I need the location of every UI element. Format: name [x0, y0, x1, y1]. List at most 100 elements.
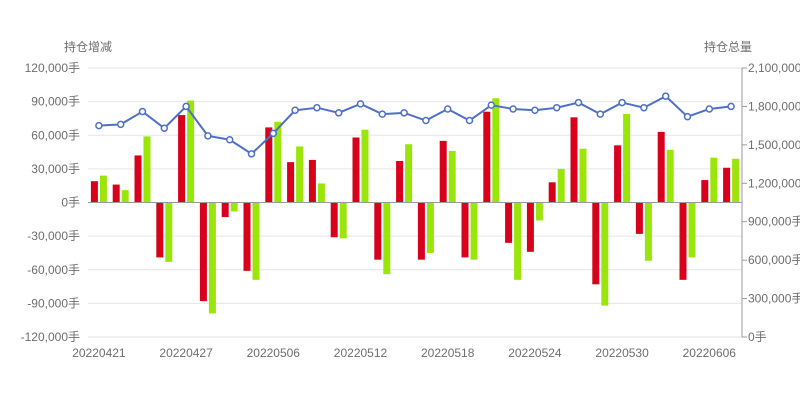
left-tick-label: -30,000手	[27, 229, 80, 243]
bar-series-b	[405, 144, 413, 203]
right-tick-label: 1,500,000手	[748, 138, 800, 152]
bar-series-a	[417, 202, 425, 260]
axes: 120,000手 90,000手 60,000手 30,000手 0手 -30,000手 -…	[21, 61, 800, 360]
total-position-point	[596, 110, 605, 118]
total-position-point	[618, 98, 626, 107]
left-tick-label: 90,000手	[31, 95, 80, 109]
total-position-point	[552, 103, 561, 112]
x-tick-label: 20220606	[683, 346, 737, 360]
left-tick-label: -120,000手	[21, 330, 80, 344]
left-tick-label: -60,000手	[27, 263, 80, 277]
bar-series-a	[330, 202, 338, 238]
total-position-point	[705, 105, 714, 113]
bar-series-a	[308, 159, 316, 203]
total-position-point	[356, 100, 365, 108]
bar-series-a	[635, 202, 643, 234]
left-tick-label: 120,000手	[25, 61, 80, 75]
bar-series-a	[287, 162, 295, 203]
bar-series-a	[723, 167, 731, 203]
total-position-point	[291, 106, 299, 115]
total-position-point	[487, 101, 496, 109]
left-tick-label: 30,000手	[31, 162, 80, 176]
bar-series-a	[199, 202, 207, 302]
total-position-point	[400, 109, 408, 117]
right-tick-label: 0手	[748, 330, 767, 344]
bar-series-b	[317, 183, 325, 203]
bar-series-b	[99, 175, 107, 203]
total-position-point	[247, 150, 256, 158]
bar-series-b	[732, 158, 740, 203]
x-tick-label: 20220427	[159, 346, 213, 360]
bar-series-b	[688, 202, 696, 258]
bar-series-a	[679, 202, 687, 280]
x-tick-label: 20220506	[247, 346, 301, 360]
right-tick-label: 1,200,000手	[748, 176, 800, 190]
bar-series-a	[178, 115, 186, 203]
bar-series-b	[252, 202, 260, 280]
total-position-point	[116, 120, 125, 129]
left-tick-label: 60,000手	[31, 128, 80, 142]
right-tick-label: 600,000手	[748, 253, 800, 267]
bar-series-a	[461, 202, 469, 258]
bar-series-a	[352, 137, 360, 203]
bar-series-a	[90, 181, 98, 203]
bar-series-b	[383, 202, 391, 275]
bar-series-a	[614, 145, 622, 203]
bar-series-a	[396, 161, 404, 203]
x-tick-label: 20220524	[508, 346, 562, 360]
bar-series-b	[274, 121, 282, 203]
bar-series-a	[134, 155, 142, 203]
bar-series-b	[143, 136, 151, 203]
right-tick-label: 900,000手	[748, 215, 800, 229]
bar-series-b	[623, 113, 631, 203]
total-position-point	[661, 92, 670, 100]
bar-series-a	[374, 202, 382, 260]
right-tick-label: 1,800,000手	[748, 99, 800, 113]
bar-series-b	[339, 202, 347, 239]
total-position-point	[465, 116, 474, 125]
bar-series-b	[448, 150, 456, 203]
total-position-point	[422, 116, 430, 125]
bar-series-b	[187, 100, 195, 203]
bar-series-b	[601, 202, 609, 306]
bar-series-a	[112, 184, 120, 203]
total-position-point	[313, 103, 321, 112]
total-position-point	[225, 135, 234, 144]
bar-series-b	[230, 202, 238, 212]
right-tick-label: 300,000手	[748, 292, 800, 306]
total-position-point	[204, 132, 212, 140]
bar-series	[90, 98, 740, 314]
total-position-point	[182, 102, 190, 111]
bar-series-b	[470, 202, 478, 260]
bar-series-b	[121, 190, 129, 203]
total-position-point	[443, 105, 452, 113]
bar-series-b	[666, 149, 674, 203]
total-position-point	[378, 110, 387, 118]
bar-series-b	[644, 202, 652, 261]
bar-series-b	[492, 98, 500, 203]
bar-series-a	[439, 140, 447, 203]
bar-series-b	[208, 202, 216, 314]
total-position-point	[683, 112, 692, 121]
bar-series-a	[265, 127, 273, 203]
bar-series-b	[296, 146, 304, 203]
bar-series-b	[710, 157, 718, 203]
bar-series-b	[514, 202, 522, 280]
right-tick-label: 2,100,000手	[748, 61, 800, 75]
total-position-point	[160, 124, 169, 132]
x-tick-label: 20220512	[334, 346, 388, 360]
total-position-point	[138, 107, 147, 116]
left-axis-title: 持仓增减	[64, 39, 112, 54]
total-position-point	[640, 103, 648, 112]
bar-series-a	[570, 117, 578, 203]
x-tick-label: 20220530	[595, 346, 649, 360]
left-tick-label: -90,000手	[27, 296, 80, 310]
x-tick-label: 20220518	[421, 346, 475, 360]
x-tick-label: 20220421	[72, 346, 126, 360]
total-position-point	[727, 102, 735, 111]
bar-series-a	[701, 180, 709, 203]
bar-series-a	[505, 202, 513, 243]
bar-series-a	[243, 202, 251, 271]
bar-series-a	[483, 111, 491, 203]
bar-series-b	[557, 168, 565, 203]
